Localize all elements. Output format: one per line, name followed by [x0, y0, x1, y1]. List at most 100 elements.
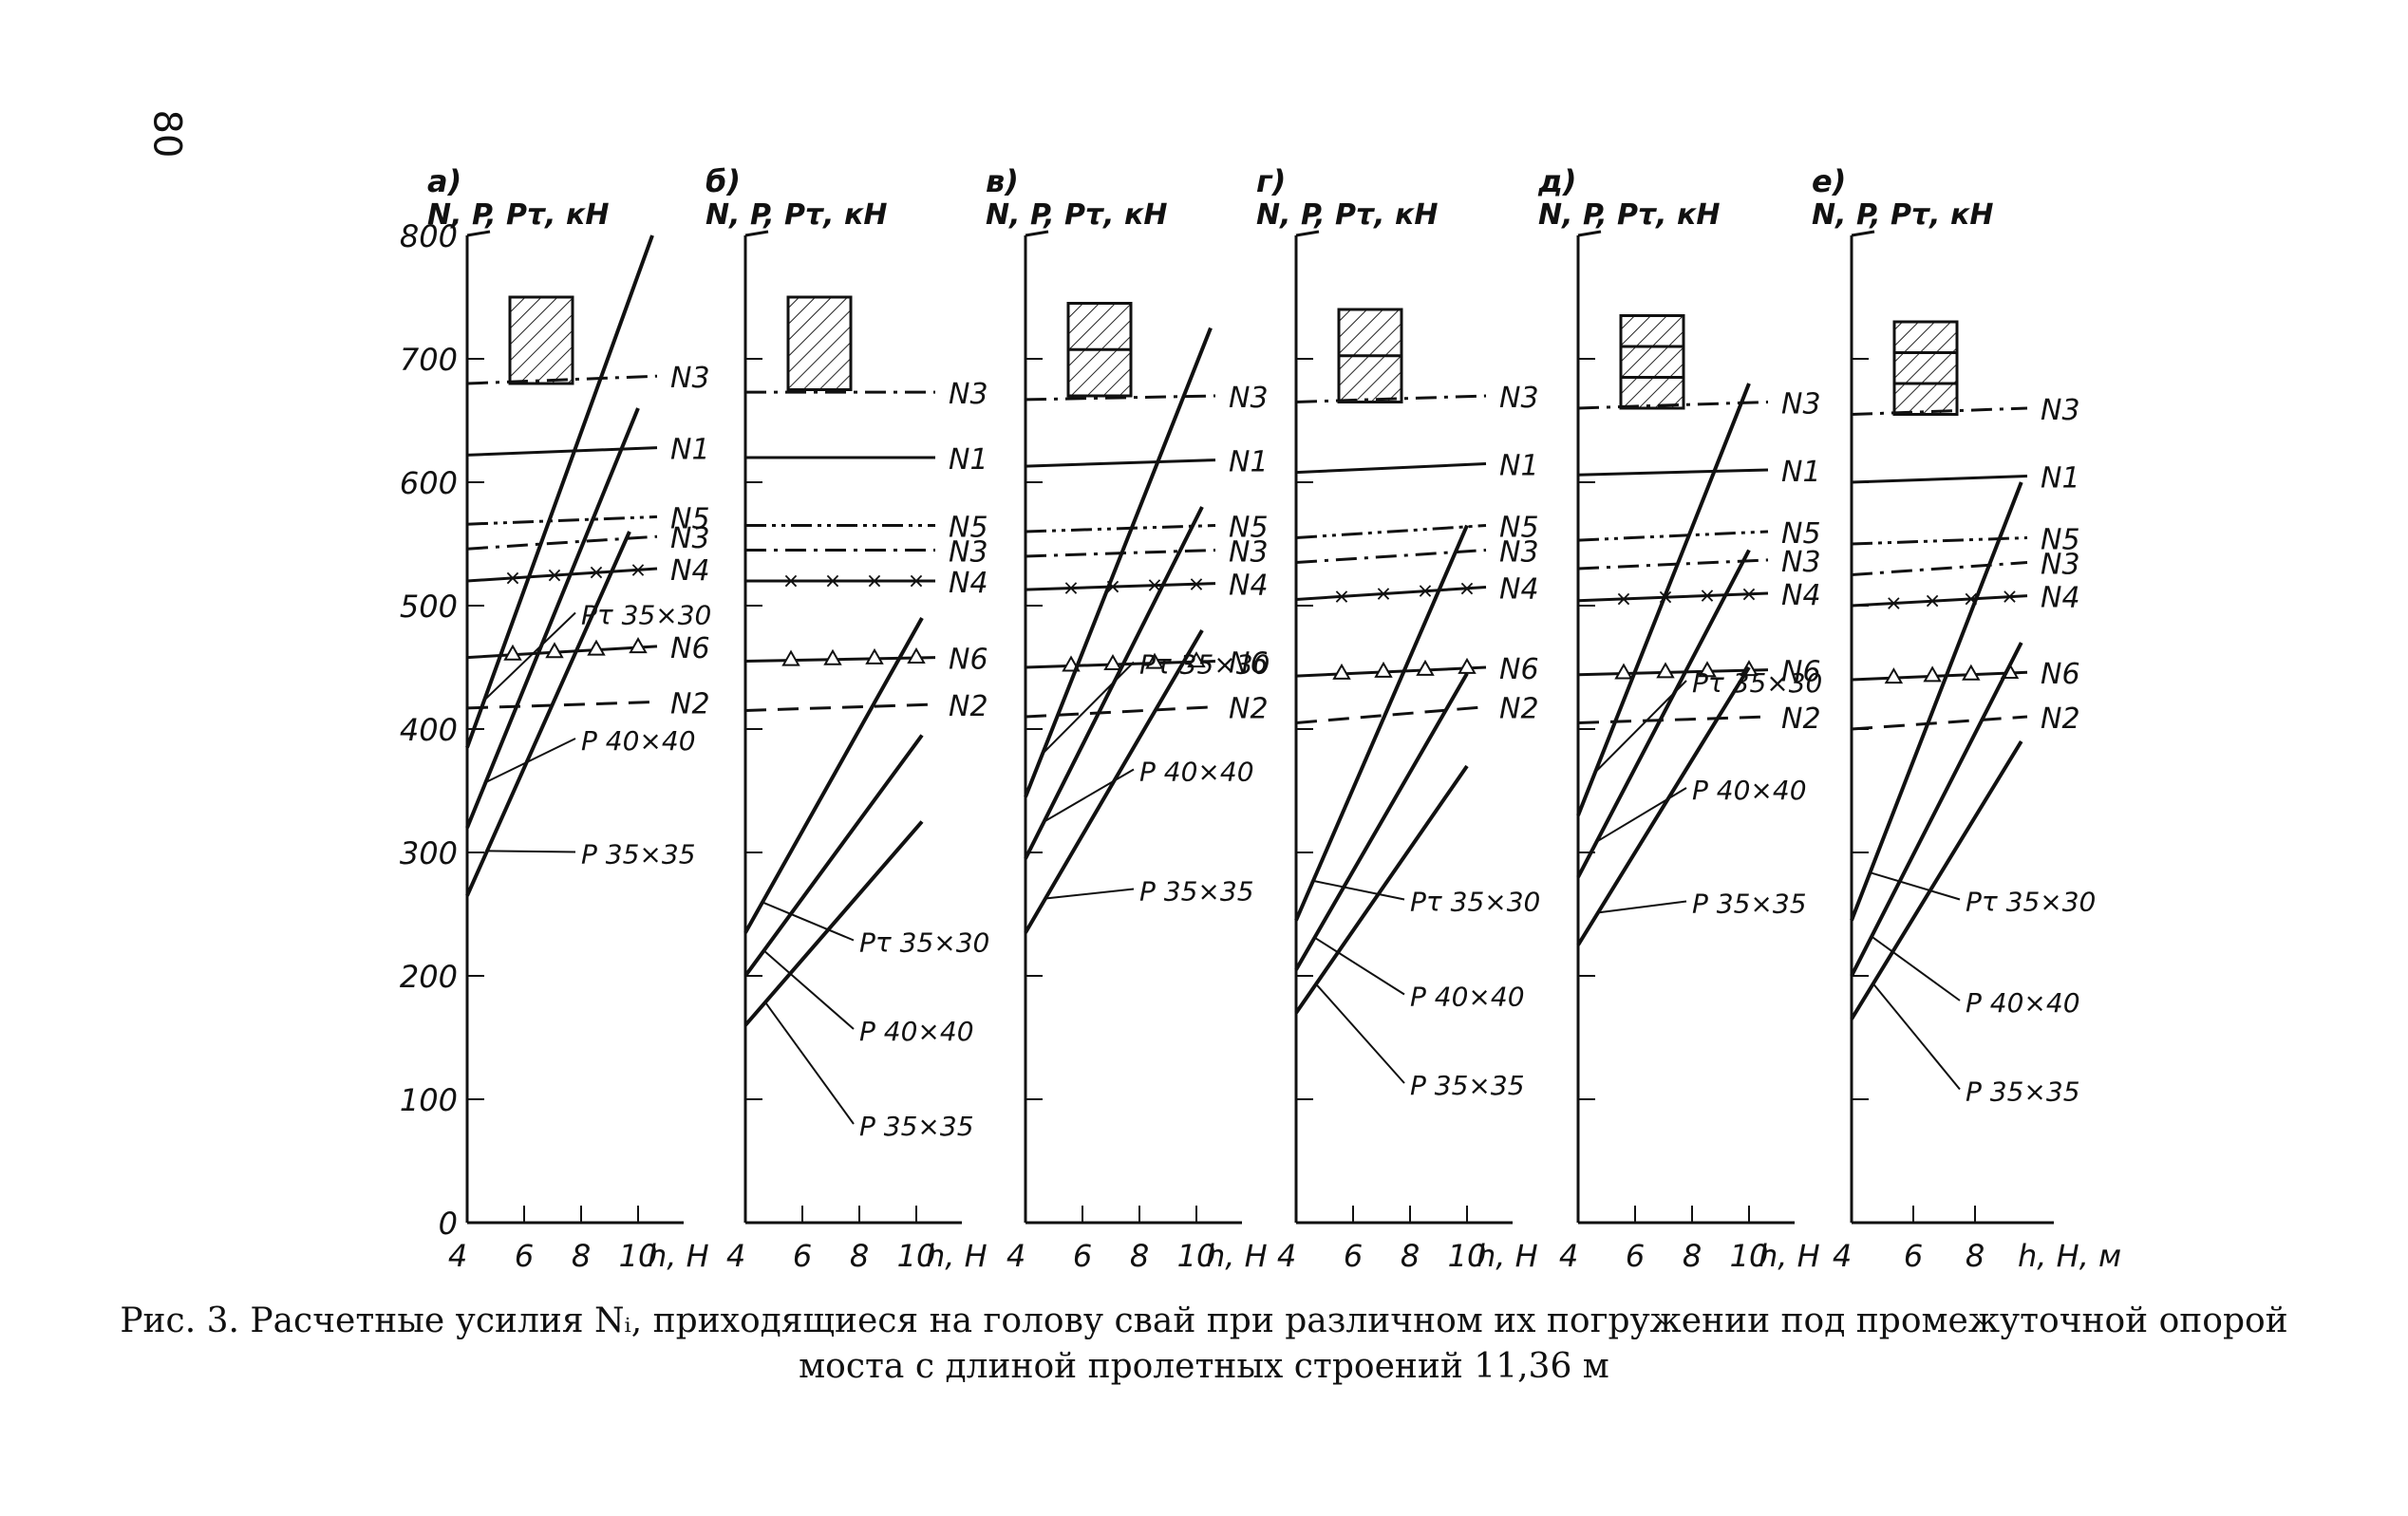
x-tick-label: 10 — [897, 1238, 936, 1274]
cross-marker: × — [1417, 580, 1434, 604]
x-tick-label: 8 — [1683, 1238, 1702, 1274]
n-line-label: N4 — [2041, 582, 2080, 615]
p-leader — [1043, 768, 1135, 823]
x-tick-label: 6 — [1626, 1238, 1645, 1274]
n-line — [1295, 394, 1487, 403]
x-tick-label: 6 — [793, 1238, 812, 1274]
cross-marker: × — [1924, 590, 1941, 613]
y-axis-label: N, P, Pτ, кН — [986, 198, 1167, 232]
cross-marker: × — [1885, 592, 1902, 616]
triangle-marker — [1458, 657, 1477, 674]
x-tick-label: 4 — [1559, 1238, 1578, 1274]
page-number: 80 — [144, 109, 189, 159]
cross-marker: × — [824, 570, 841, 593]
p-leader — [1042, 661, 1135, 755]
n-line-label: N3 — [1781, 388, 1821, 421]
p-line-label: Pτ 35×30 — [859, 927, 989, 959]
n-line-label: N1 — [949, 443, 988, 477]
n-line-label: N3 — [1229, 382, 1269, 415]
n-line-label: N2 — [1781, 702, 1821, 736]
p-line — [743, 820, 924, 1027]
y-tick-label: 800 — [400, 218, 458, 254]
p-leader — [1315, 983, 1405, 1084]
x-tick-label: 4 — [1277, 1238, 1296, 1274]
p-line — [1576, 549, 1751, 878]
n-line — [1295, 462, 1487, 475]
p-leader — [1044, 888, 1135, 900]
cross-marker: × — [630, 558, 647, 582]
p-line-label: P 40×40 — [1966, 987, 2080, 1019]
y-tick-label: 600 — [400, 465, 458, 501]
y-tick-label: 300 — [400, 835, 458, 871]
n-line — [1851, 594, 2028, 608]
figure-caption: Рис. 3. Расчетные усилия Nᵢ, приходящиес… — [0, 1299, 2408, 1390]
x-axis-label: h, H — [648, 1238, 709, 1274]
n-line-label: N3 — [2041, 394, 2080, 427]
triangle-marker — [1416, 659, 1435, 676]
cross-marker: × — [2001, 586, 2018, 609]
p-line-label: P 40×40 — [1410, 982, 1525, 1013]
caption-line-1: Рис. 3. Расчетные усилия Nᵢ, приходящиес… — [120, 1301, 2288, 1340]
triangle-marker — [1962, 664, 1981, 681]
y-axis-top-tick — [1577, 230, 1602, 237]
x-axis-label: h, H — [1477, 1238, 1538, 1274]
x-axis-label: h, H — [1206, 1238, 1268, 1274]
p-line — [1850, 481, 2023, 922]
p-line — [743, 734, 924, 978]
y-axis-label: N, P, Pτ, кН — [1812, 198, 1993, 232]
triangle-marker — [781, 649, 800, 666]
n-line-label: N2 — [1499, 693, 1539, 726]
n-line-label: N5 — [670, 502, 710, 535]
n-line — [1025, 705, 1216, 719]
p-line — [1576, 665, 1751, 946]
hatched-box — [1619, 314, 1685, 410]
cross-marker: × — [1458, 577, 1476, 601]
n-line-label: N3 — [1499, 536, 1539, 570]
panel-label: д) — [1537, 163, 1576, 199]
triangle-marker — [1103, 653, 1122, 671]
p-line — [743, 617, 924, 934]
panel-label: г) — [1256, 163, 1286, 199]
p-line — [465, 407, 640, 829]
n-line-label: N2 — [2041, 702, 2080, 736]
p-line — [465, 234, 654, 749]
triangle-marker — [545, 642, 564, 659]
n-line — [1295, 524, 1487, 539]
p-line — [1024, 628, 1204, 934]
cross-marker: × — [782, 570, 800, 593]
triangle-marker — [1656, 662, 1675, 679]
x-tick-label: 8 — [572, 1238, 591, 1274]
p-line-label: Pτ 35×30 — [1139, 649, 1270, 681]
cross-marker: × — [866, 570, 883, 593]
cross-marker: × — [1699, 584, 1716, 608]
x-axis-label: h, H, м — [2018, 1238, 2121, 1274]
n-line-label: N6 — [670, 632, 710, 665]
p-line — [1850, 642, 2023, 977]
p-line — [465, 531, 631, 897]
triangle-marker — [587, 639, 606, 656]
y-tick-label: 700 — [400, 342, 458, 378]
caption-line-2: моста с длиной пролетных строений 11,36 … — [799, 1347, 1609, 1386]
n-line — [466, 515, 658, 526]
p-line-label: P 40×40 — [581, 725, 696, 757]
p-leader — [1312, 879, 1405, 901]
n-line-label: N1 — [670, 434, 710, 467]
y-axis-top-tick — [744, 230, 769, 237]
n-line — [1851, 715, 2028, 731]
panel-label: в) — [986, 163, 1019, 199]
p-line-label: Pτ 35×30 — [1966, 887, 2096, 918]
n-line-label: N5 — [949, 512, 988, 545]
n-line-label: N3 — [670, 522, 710, 555]
p-leader — [1870, 871, 1961, 901]
cross-marker: × — [1188, 572, 1205, 596]
cross-marker: × — [546, 564, 563, 588]
cross-marker: × — [1740, 583, 1758, 607]
x-axis-label: h, H — [926, 1238, 988, 1274]
y-axis-top-tick — [1025, 230, 1049, 237]
p-line — [1024, 506, 1204, 860]
